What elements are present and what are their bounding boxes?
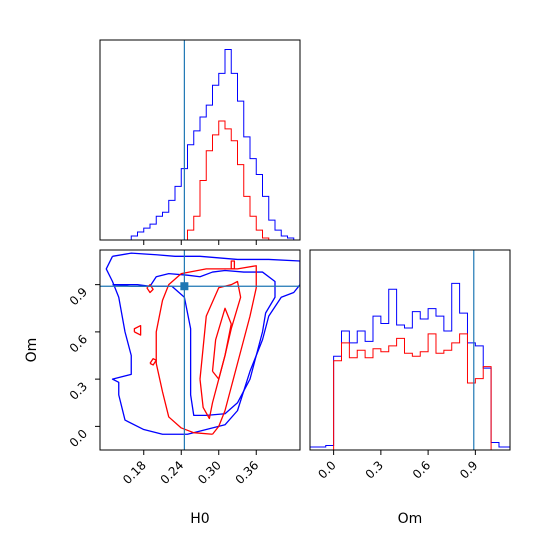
- histogram-om-x-tick-label: 0.9: [457, 458, 480, 481]
- histogram-panel-om: 0.0 0.3 0.6 0.9: [309, 249, 511, 482]
- contour-x-tick-label: 0.18: [120, 458, 149, 487]
- histogram-om-plot-area: [310, 250, 510, 450]
- contour-line: [155, 265, 257, 435]
- histogram-h0-frame: [99, 39, 301, 241]
- histogram-om-frame: [309, 249, 511, 451]
- contour-y-tick-label: 0.9: [67, 285, 90, 308]
- contour-y-tick-label: 0.3: [67, 379, 90, 402]
- x-axis-label-h0: H0: [190, 511, 209, 527]
- contour-y-tick-label: 0.0: [67, 427, 90, 450]
- contour-line: [211, 307, 232, 380]
- x-axis-label-om: Om: [398, 511, 423, 527]
- contour-line: [105, 252, 300, 435]
- histogram-om-series: [310, 333, 510, 450]
- y-axis-label-om: Om: [24, 338, 40, 363]
- histogram-h0-plot-area: [100, 40, 300, 240]
- histogram-h0-series: [100, 49, 300, 240]
- contour-y-tick-label: 0.6: [67, 332, 90, 355]
- contour-panel-h0-om: 0.18 0.24 0.30 0.36 0.0 0.3 0.6 0.9: [67, 249, 301, 487]
- histogram-om-series: [310, 282, 510, 450]
- contour-x-tick-label: 0.30: [195, 458, 224, 487]
- truth-marker: [180, 282, 189, 291]
- contour-frame: [99, 249, 301, 451]
- contour-line: [112, 269, 276, 416]
- contour-x-tick-label: 0.24: [158, 458, 187, 487]
- contour-line: [133, 324, 142, 336]
- histogram-om-x-tick-label: 0.3: [363, 458, 386, 481]
- contour-line: [149, 358, 157, 366]
- contour-line: [230, 260, 236, 270]
- histogram-panel-h0: [99, 39, 301, 245]
- contour-line: [199, 280, 242, 420]
- histogram-h0-series: [100, 120, 300, 240]
- histogram-om-x-tick-label: 0.6: [410, 458, 433, 481]
- contour-x-tick-label: 0.36: [233, 458, 262, 487]
- contour-plot-area: [100, 250, 300, 450]
- histogram-om-x-tick-label: 0.0: [315, 458, 338, 481]
